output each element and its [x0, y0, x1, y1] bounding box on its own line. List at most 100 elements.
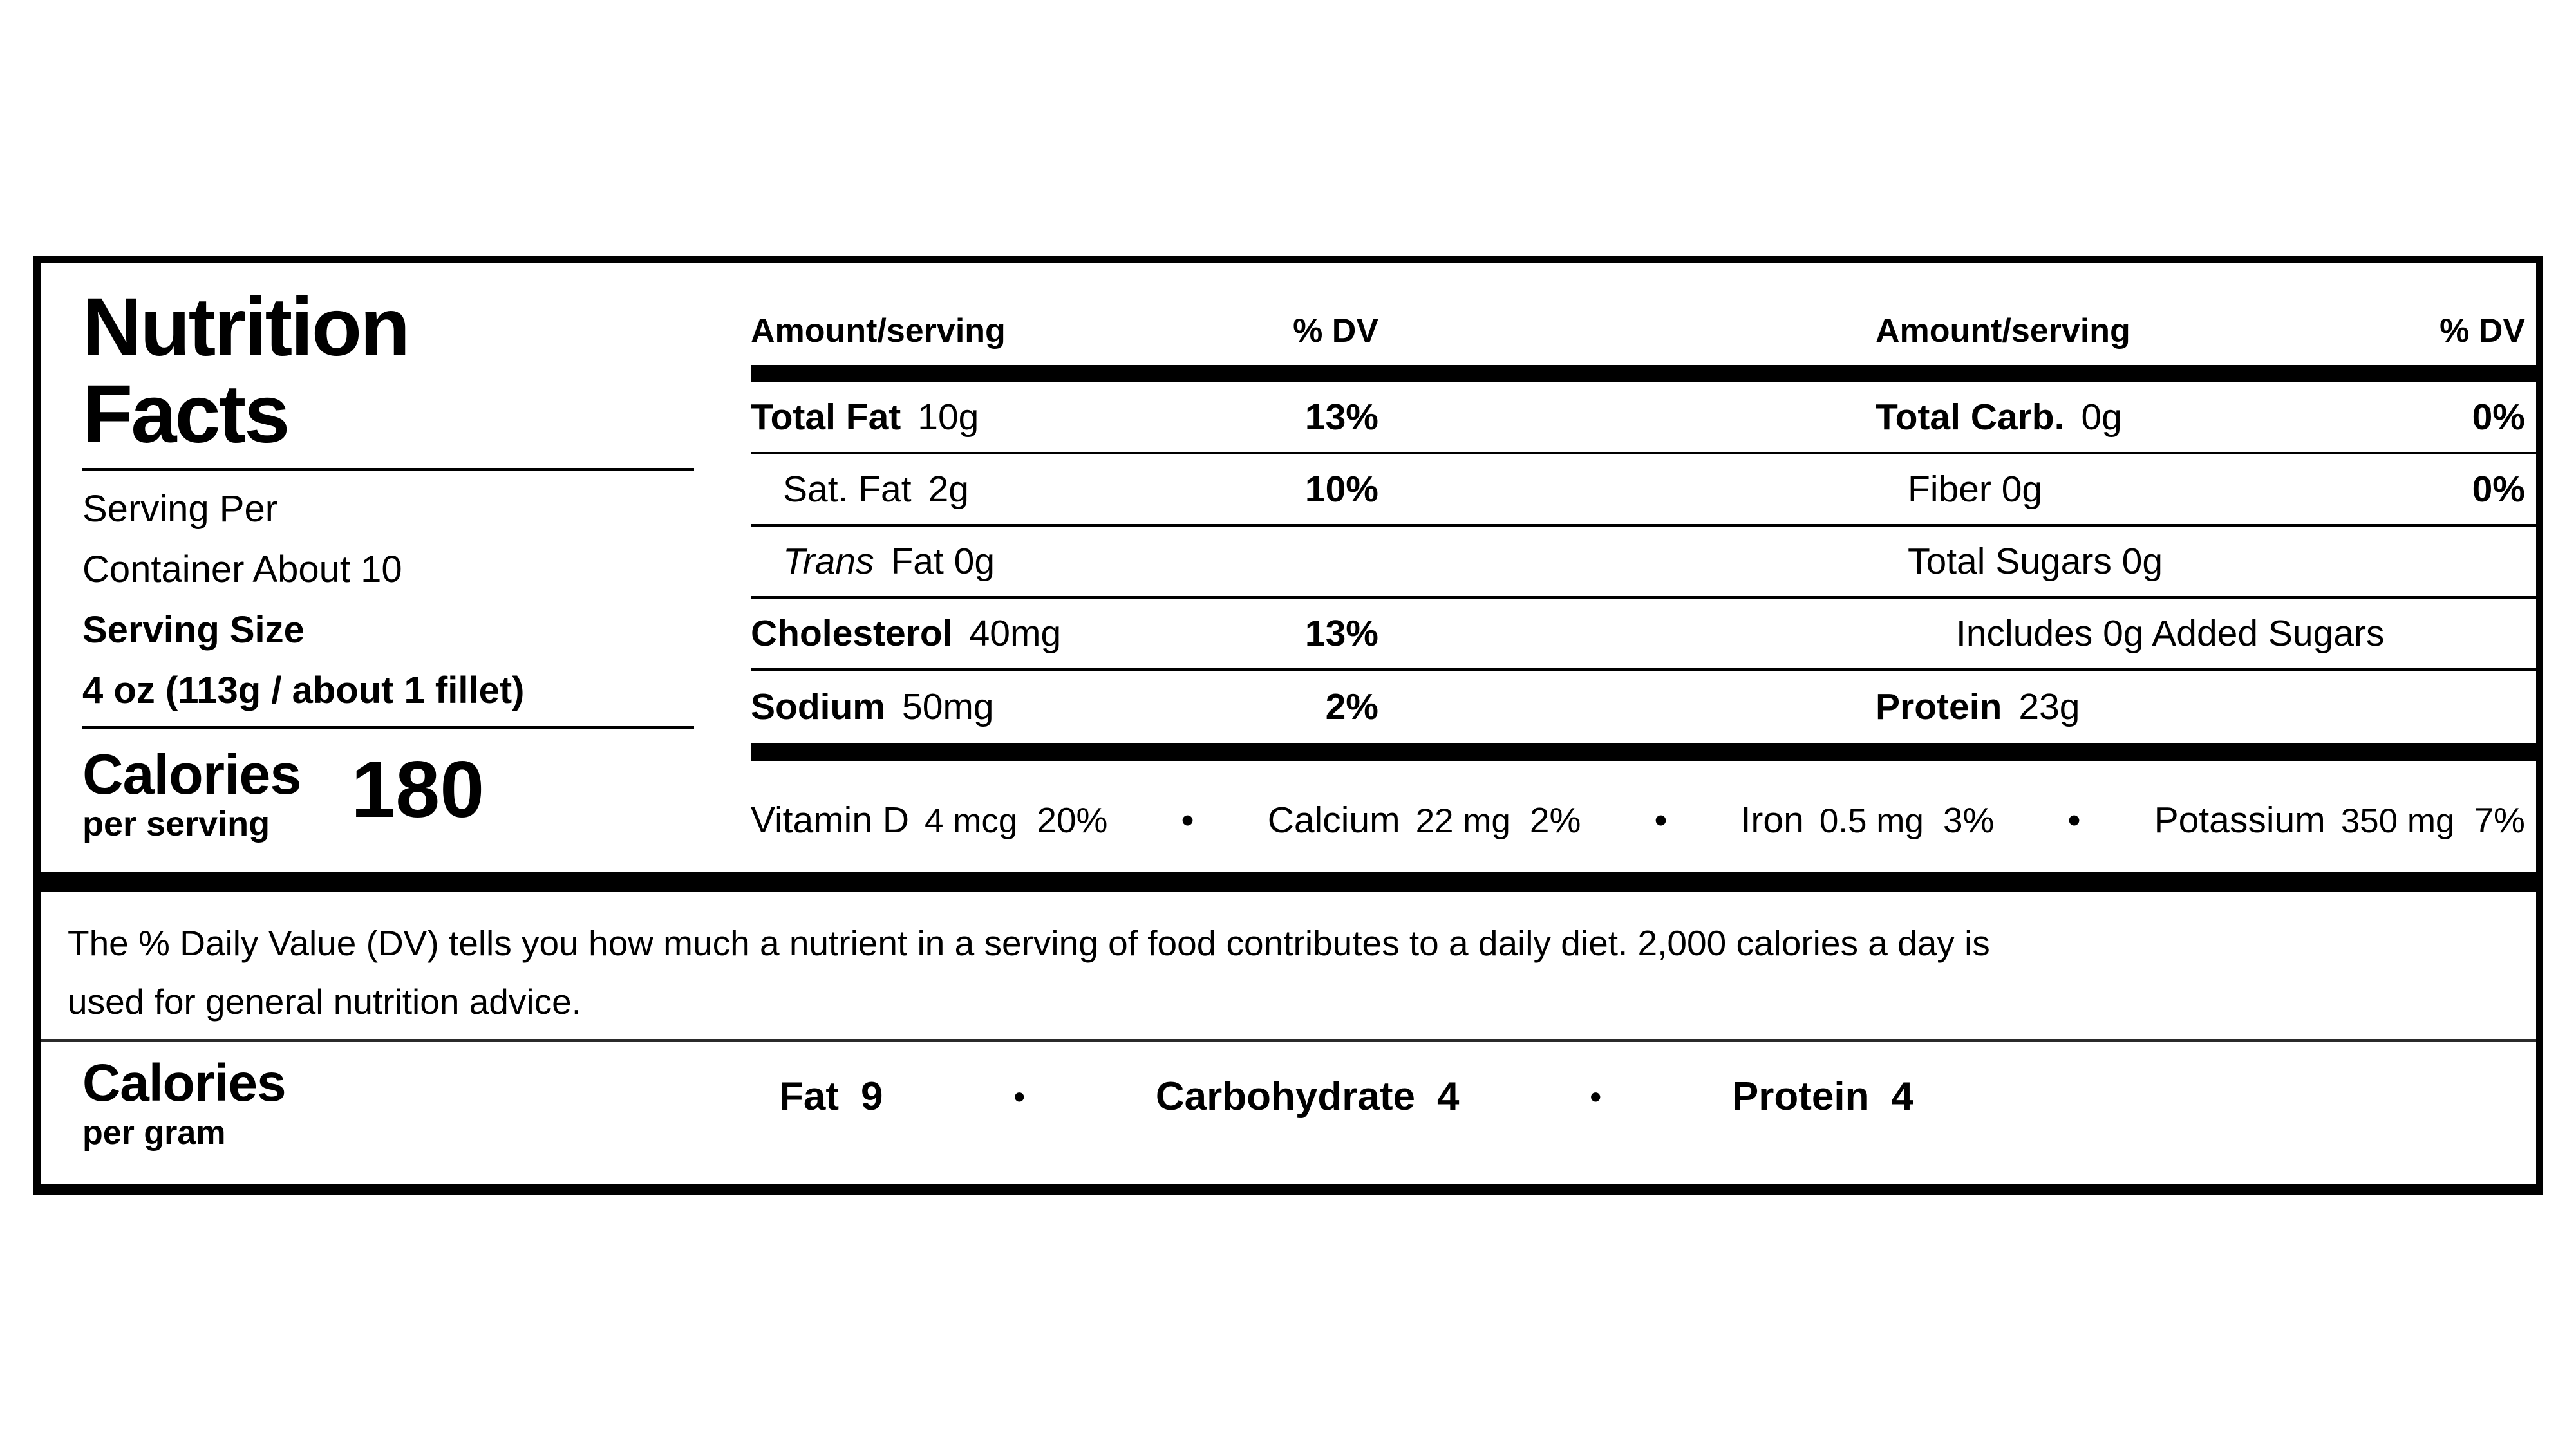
section-divider-bar [41, 872, 2536, 892]
nutrient-table: Amount/serving % DV Amount/serving % DV … [751, 297, 2543, 879]
table-bottom-bar [751, 743, 2543, 761]
serving-per-line2: Container About 10 [82, 548, 402, 590]
vitamin-item: Iron 0.5 mg 3% [1741, 799, 1995, 841]
cpg-name: Protein [1731, 1074, 1870, 1119]
vitamin-amount: 0.5 mg [1819, 802, 1924, 840]
right-column-header: Amount/serving % DV [1876, 312, 2543, 350]
nutrient-name: Trans [783, 541, 874, 582]
cpg-value: 9 [861, 1074, 883, 1119]
calories-value: 180 [351, 745, 485, 834]
cpg-label: Calories [82, 1054, 287, 1112]
header-divider-bar [751, 365, 2543, 382]
nutrient-cell: Trans Fat 0g [751, 540, 1385, 583]
nutrient-name: Total Fat [751, 397, 901, 438]
label-title-line1: Nutrition [82, 281, 410, 373]
vitamin-dv: 3% [1942, 800, 1995, 840]
nutrient-amount: 50mg [902, 686, 994, 727]
bullet-separator: • [1654, 799, 1668, 841]
vitamin-amount: 350 mg [2340, 802, 2455, 840]
nutrient-cell: Sat. Fat 2g 10% [751, 468, 1385, 510]
nutrition-label: Nutrition Facts Serving Per Container Ab… [33, 256, 2543, 1195]
nutrient-cell: Total Carb. 0g 0% [1876, 396, 2543, 438]
vitamin-item: Potassium 350 mg 7% [2154, 799, 2525, 841]
table-row: Trans Fat 0g Total Sugars 0g [751, 527, 2543, 599]
serving-size-value: 4 oz (113g / about 1 fillet) [82, 669, 525, 711]
vitamin-amount: 4 mcg [925, 802, 1018, 840]
vitamin-name: Calcium [1267, 799, 1400, 841]
cpg-item: Carbohydrate 4 [1156, 1074, 1460, 1119]
cpg-value: 4 [1891, 1074, 1913, 1119]
cpg-name: Carbohydrate [1155, 1074, 1415, 1119]
header-dv-label: % DV [2440, 312, 2525, 350]
nutrient-cell: Fiber 0g 0% [1876, 468, 2543, 510]
nutrient-rows: Total Fat 10g 13% Total Carb. 0g 0% Sat. Fat 2g… [751, 382, 2543, 743]
serving-divider [82, 726, 694, 729]
nutrient-name: Includes 0g Added Sugars [1956, 613, 2385, 654]
nutrient-name: Sat. Fat [783, 469, 912, 510]
nutrient-cell: Total Fat 10g 13% [751, 396, 1385, 438]
nutrient-amount: 2g [928, 469, 969, 510]
cpg-items: Fat 9 • Carbohydrate 4 • Protein 4 [779, 1074, 1913, 1119]
header-dv-label: % DV [1293, 312, 1378, 350]
nutrient-name: Fiber 0g [1908, 469, 2043, 510]
serving-size-label: Serving Size [82, 609, 305, 651]
nutrient-name: Protein [1876, 686, 2002, 727]
nutrient-name: Total Sugars 0g [1908, 541, 2163, 582]
calories-words: Calories per serving [82, 746, 301, 843]
nutrient-amount: 10g [917, 397, 979, 438]
table-row: Sodium 50mg 2% Protein 23g [751, 671, 2543, 743]
serving-info: Serving Per Container About 10 Serving S… [82, 479, 710, 721]
table-row: Cholesterol 40mg 13% Includes 0g Added Suga… [751, 599, 2543, 671]
header-amount-label: Amount/serving [751, 312, 1006, 350]
header-amount-label: Amount/serving [1876, 312, 2130, 350]
vitamins-row: Vitamin D 4 mcg 20% • Calcium 22 mg 2% • Iron 0.5… [751, 761, 2543, 879]
vitamin-item: Calcium 22 mg 2% [1268, 799, 1581, 841]
bullet-separator: • [2067, 799, 2081, 841]
vitamin-amount: 22 mg [1415, 802, 1510, 840]
nutrient-cell: Cholesterol 40mg 13% [751, 612, 1385, 655]
calories-per-serving: Calories per serving 180 [82, 746, 710, 843]
nutrient-cell: Sodium 50mg 2% [751, 686, 1385, 728]
table-row: Sat. Fat 2g 10% Fiber 0g 0% [751, 454, 2543, 527]
footnote-divider [41, 1039, 2536, 1042]
calories-per-gram: Calories per gram Fat 9 • Carbohydrate 4 • Pro… [82, 1054, 2465, 1152]
nutrient-dv: 13% [1304, 397, 1378, 438]
nutrient-name: Cholesterol [751, 613, 953, 654]
cpg-name: Fat [779, 1074, 839, 1119]
table-row: Total Fat 10g 13% Total Carb. 0g 0% [751, 382, 2543, 454]
cpg-item: Fat 9 [779, 1074, 883, 1119]
nutrient-cell: Protein 23g [1876, 686, 2543, 728]
cpg-value: 4 [1437, 1074, 1460, 1119]
nutrient-amount: 0g [2081, 397, 2122, 438]
calories-label: Calories [82, 742, 301, 806]
nutrient-amount: 23g [2018, 686, 2080, 727]
column-headers: Amount/serving % DV Amount/serving % DV [751, 297, 2543, 365]
nutrient-dv: 0% [2472, 469, 2525, 510]
vitamin-name: Vitamin D [751, 799, 910, 841]
cpg-item: Protein 4 [1732, 1074, 1913, 1119]
nutrient-name: Total Carb. [1876, 397, 2065, 438]
bullet-separator: • [1013, 1078, 1025, 1115]
nutrient-dv: 10% [1304, 469, 1378, 510]
nutrient-cell: Total Sugars 0g [1876, 540, 2543, 583]
bullet-separator: • [1181, 799, 1194, 841]
label-title-line2: Facts [82, 368, 290, 460]
vitamin-dv: 20% [1037, 800, 1108, 840]
footnote: The % Daily Value (DV) tells you how muc… [68, 914, 2508, 1031]
nutrient-amount: 40mg [969, 613, 1062, 654]
bullet-separator: • [1590, 1078, 1601, 1115]
nutrient-name: Sodium [751, 686, 885, 727]
vitamin-name: Potassium [2154, 799, 2326, 841]
calories-sublabel: per serving [82, 805, 270, 843]
vitamin-item: Vitamin D 4 mcg 20% [751, 799, 1107, 841]
left-panel: Nutrition Facts Serving Per Container Ab… [82, 284, 710, 843]
nutrient-dv: 0% [2472, 397, 2525, 438]
vitamin-dv: 7% [2474, 800, 2525, 840]
footnote-line: The % Daily Value (DV) tells you how muc… [68, 923, 1990, 963]
nutrient-amount: Fat 0g [890, 541, 995, 582]
nutrient-dv: 2% [1325, 686, 1378, 727]
vitamin-dv: 2% [1529, 800, 1581, 840]
cpg-sublabel: per gram [82, 1114, 226, 1152]
title-divider [82, 468, 694, 471]
